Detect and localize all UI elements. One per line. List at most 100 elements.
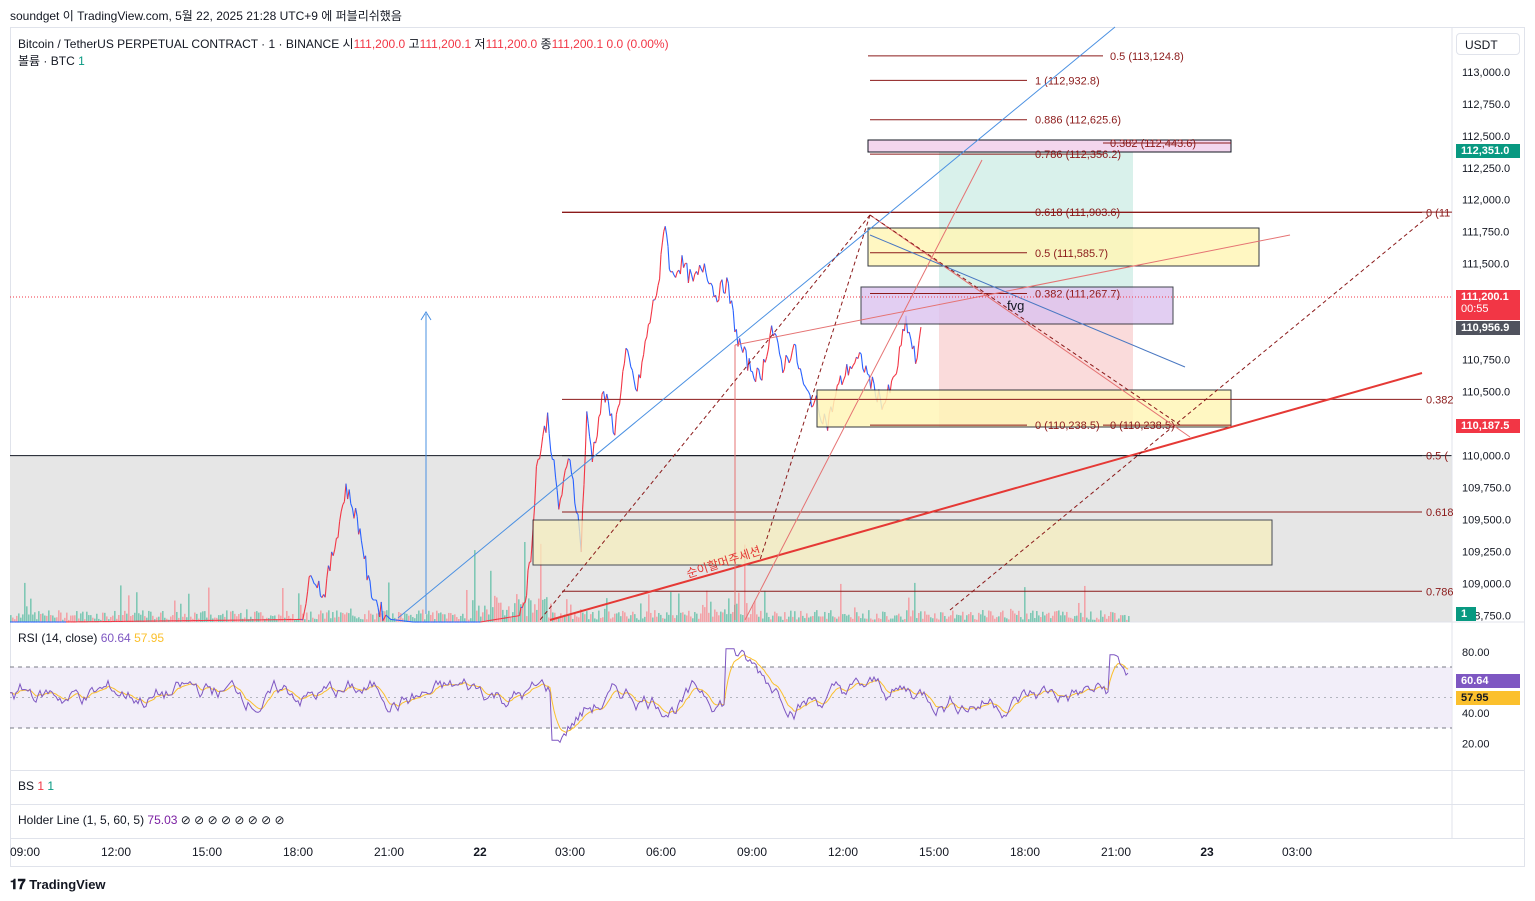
volume-bar [924,611,926,622]
volume-bar [704,607,706,622]
price-segment [859,351,862,355]
volume-bar [18,613,20,622]
holder-legend: Holder Line (1, 5, 60, 5) 75.03 ⊘ ⊘ ⊘ ⊘ … [18,813,285,827]
bs-value-2: 1 [47,779,55,793]
volume-bar [346,612,348,622]
volume-bar [684,614,686,622]
volume-bar [580,609,582,622]
price-segment [699,264,702,270]
volume-bar [148,610,150,622]
price-segment [743,346,747,351]
price-segment [336,537,339,539]
volume-bar [982,610,984,622]
fib-label: 0.886 (112,625.6) [1035,115,1121,127]
volume-bar [48,610,50,622]
volume-bar [466,589,468,622]
volume-bar [530,600,532,622]
volume-bar [888,619,890,622]
price-segment [710,282,713,287]
price-segment [721,279,725,293]
volume-bar [818,616,820,622]
volume-bar [788,616,790,622]
volume-bar [712,616,714,622]
volume-bar [424,619,426,622]
volume-bar [798,617,800,622]
price-segment [574,502,577,513]
price-segment [668,269,672,273]
volume-bar [174,600,176,622]
volume-bar [1082,617,1084,622]
volume-bar [550,603,552,622]
volume-bar [10,615,12,622]
volume-bar [738,592,740,622]
right-fib-label: 0 (11 [1426,208,1450,220]
volume-bar [864,618,866,622]
volume-bar [1062,611,1064,622]
countdown: 00:55 [1461,303,1489,315]
price-segment [617,403,621,408]
volume-bar [128,595,130,622]
price-segment [783,355,787,370]
volume-bar [668,614,670,622]
volume-bar [30,598,32,622]
price-segment [913,345,917,364]
volume-bar [1048,612,1050,622]
price-segment [636,374,640,392]
volume-bar [826,618,828,622]
x-tick-label: 15:00 [192,845,222,859]
price-segment [806,389,809,392]
fib-label: 1 (112,932.8) [1035,75,1100,87]
blue-down-line [869,234,1186,368]
volume-bar [628,618,630,622]
volume-bar [1050,618,1052,622]
volume-bar [316,619,318,622]
volume-bar [350,608,352,622]
y-tick-label: 112,750.0 [1462,99,1510,111]
price-segment [587,423,591,437]
volume-bar [1010,608,1012,622]
publish-attribution: soundget 이 TradingView.com, 5월 22, 2025 … [10,9,402,23]
volume-bar [250,616,252,622]
volume-bar [638,619,640,622]
price-segment [550,451,553,460]
close-label: 종 [540,37,552,51]
volume-bar [62,619,64,622]
volume-bar [592,611,594,622]
volume-bar [760,610,762,622]
volume-bar [1092,619,1094,622]
volume-bar [256,611,258,622]
volume-bar [984,615,986,622]
price-segment [527,562,530,571]
volume-bar [590,614,592,622]
volume-bar [614,613,616,622]
volume-bar [650,612,652,622]
volume-bar [1122,615,1124,622]
volume-bar [1074,616,1076,622]
volume-bar [528,598,530,622]
volume-bar [674,618,676,622]
y-tick-label: 109,750.0 [1462,483,1511,495]
volume-bar [808,617,810,622]
price-segment [342,501,345,505]
volume-bar [138,613,140,622]
currency-selector[interactable]: USDT [1456,33,1520,55]
volume-label: 볼륨 · BTC [18,54,75,68]
volume-bar [652,617,654,622]
price-segment [555,477,558,491]
price-segment [334,538,337,550]
volume-bar [206,617,208,622]
volume-bar [238,614,240,622]
price-segment [846,364,849,376]
volume-bar [564,614,566,622]
volume-bar [292,614,294,622]
volume-bar [612,617,614,622]
volume-bar [158,616,160,622]
volume-bar [606,598,608,622]
volume-bar [890,618,892,622]
volume-bar [190,616,192,622]
price-segment [916,340,920,359]
volume-bar [1044,615,1046,622]
volume-legend: 볼륨 · BTC 1 [18,52,85,69]
volume-bar [672,615,674,622]
